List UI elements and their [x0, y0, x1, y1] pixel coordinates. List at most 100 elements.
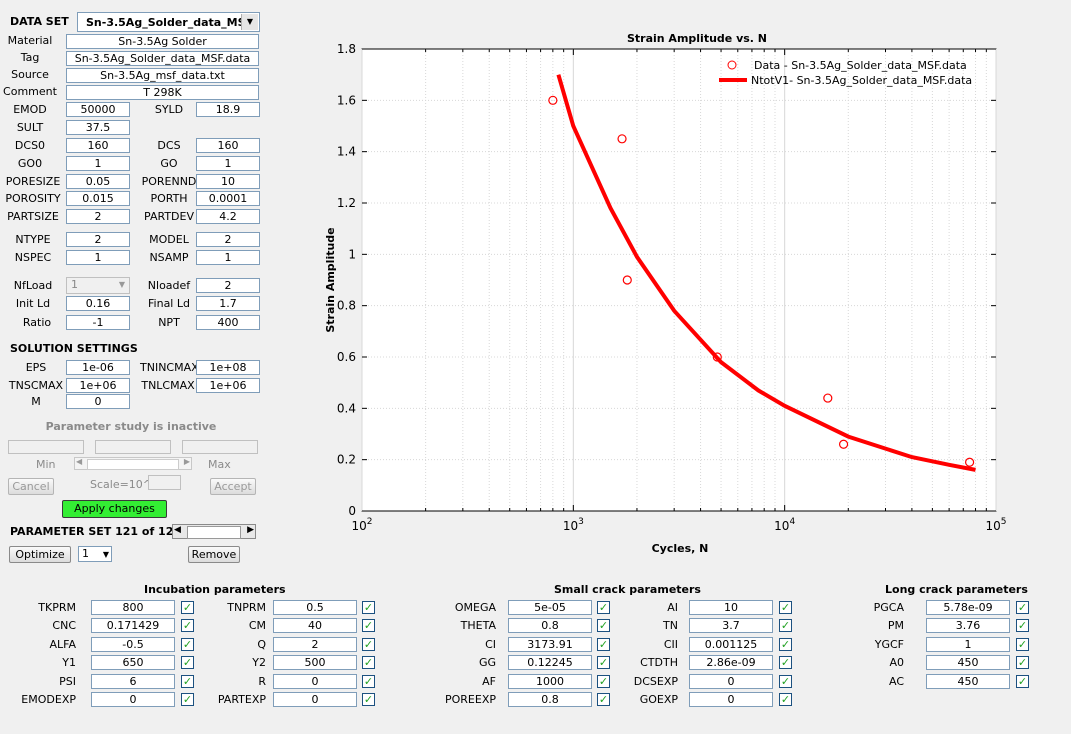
a0-checkbox[interactable]: ✓	[1016, 656, 1029, 670]
param-study-slider[interactable]: ◀ ▶	[74, 457, 192, 470]
dcs0-field[interactable]: 160	[66, 138, 130, 153]
syld-field[interactable]: 18.9	[196, 102, 260, 117]
pm-field[interactable]: 3.76	[926, 618, 1010, 634]
partsize-field[interactable]: 2	[66, 209, 130, 224]
nloadef-field[interactable]: 2	[196, 278, 260, 293]
ctdth-checkbox[interactable]: ✓	[779, 656, 792, 670]
tkprm-field[interactable]: 800	[91, 600, 175, 615]
goexp-checkbox[interactable]: ✓	[779, 693, 792, 706]
poresize-field[interactable]: 0.05	[66, 174, 130, 189]
gg-field[interactable]: 0.12245	[508, 655, 592, 671]
cii-field[interactable]: 0.001125	[689, 636, 773, 652]
porennd-field[interactable]: 10	[196, 174, 260, 189]
sult-field[interactable]: 37.5	[66, 120, 130, 135]
ac-field[interactable]: 450	[926, 673, 1010, 689]
partdev-field[interactable]: 4.2	[196, 209, 260, 224]
parameter-set-select[interactable]: 1 ▼	[78, 546, 112, 562]
model-field[interactable]: 2	[196, 232, 260, 247]
source-field[interactable]: Sn-3.5Ag_msf_data.txt	[66, 68, 259, 83]
tnincmax-field[interactable]: 1e+08	[196, 360, 260, 375]
ac-checkbox[interactable]: ✓	[1016, 674, 1029, 688]
cnc-checkbox[interactable]: ✓	[181, 619, 194, 633]
param-study-field-1[interactable]	[8, 440, 84, 454]
dcsexp-field[interactable]: 0	[689, 673, 773, 689]
porosity-field[interactable]: 0.015	[66, 191, 130, 206]
partexp-field[interactable]: 0	[273, 692, 357, 707]
y2-checkbox[interactable]: ✓	[362, 656, 375, 670]
slider-thumb[interactable]	[87, 459, 179, 470]
tnlcmax-field[interactable]: 1e+06	[196, 378, 260, 393]
partexp-checkbox[interactable]: ✓	[362, 693, 375, 706]
r-field[interactable]: 0	[273, 673, 357, 689]
emodexp-field[interactable]: 0	[91, 692, 175, 707]
q-field[interactable]: 2	[273, 636, 357, 652]
cm-field[interactable]: 40	[273, 618, 357, 634]
arrow-right-icon[interactable]: ▶	[183, 457, 190, 466]
dcsexp-checkbox[interactable]: ✓	[779, 674, 792, 688]
comment-field[interactable]: T 298K	[66, 85, 259, 100]
omega-checkbox[interactable]: ✓	[597, 601, 610, 614]
ygcf-checkbox[interactable]: ✓	[1016, 637, 1029, 651]
emod-field[interactable]: 50000	[66, 102, 130, 117]
nsamp-field[interactable]: 1	[196, 250, 260, 265]
arrow-right-icon[interactable]: ▶	[247, 525, 254, 535]
slider-thumb[interactable]	[187, 526, 241, 539]
poreexp-field[interactable]: 0.8	[508, 692, 592, 707]
eps-field[interactable]: 1e-06	[66, 360, 130, 375]
npt-field[interactable]: 400	[196, 315, 260, 330]
af-checkbox[interactable]: ✓	[597, 674, 610, 688]
theta-field[interactable]: 0.8	[508, 618, 592, 634]
m-field[interactable]: 0	[66, 394, 130, 409]
cm-checkbox[interactable]: ✓	[362, 619, 375, 633]
tkprm-checkbox[interactable]: ✓	[181, 601, 194, 614]
gg-checkbox[interactable]: ✓	[597, 656, 610, 670]
ai-checkbox[interactable]: ✓	[779, 601, 792, 614]
pm-checkbox[interactable]: ✓	[1016, 619, 1029, 633]
theta-checkbox[interactable]: ✓	[597, 619, 610, 633]
arrow-left-icon[interactable]: ◀	[174, 525, 181, 535]
y2-field[interactable]: 500	[273, 655, 357, 671]
ratio-field[interactable]: -1	[66, 315, 130, 330]
parameter-set-slider[interactable]: ◀ ▶	[172, 524, 256, 539]
tag-field[interactable]: Sn-3.5Ag_Solder_data_MSF.data	[66, 51, 259, 66]
tnprm-field[interactable]: 0.5	[273, 600, 357, 615]
remove-button[interactable]: Remove	[188, 546, 240, 563]
ci-checkbox[interactable]: ✓	[597, 637, 610, 651]
ctdth-field[interactable]: 2.86e-09	[689, 655, 773, 671]
material-field[interactable]: Sn-3.5Ag Solder	[66, 34, 259, 49]
omega-field[interactable]: 5e-05	[508, 600, 592, 615]
ntype-field[interactable]: 2	[66, 232, 130, 247]
alfa-field[interactable]: -0.5	[91, 636, 175, 652]
cancel-button[interactable]: Cancel	[8, 478, 54, 495]
ai-field[interactable]: 10	[689, 600, 773, 615]
dcs-field[interactable]: 160	[196, 138, 260, 153]
scale-field[interactable]	[148, 475, 181, 490]
arrow-left-icon[interactable]: ◀	[76, 457, 83, 466]
alfa-checkbox[interactable]: ✓	[181, 637, 194, 651]
go-field[interactable]: 1	[196, 156, 260, 171]
psi-checkbox[interactable]: ✓	[181, 674, 194, 688]
initld-field[interactable]: 0.16	[66, 296, 130, 311]
tn-checkbox[interactable]: ✓	[779, 619, 792, 633]
ci-field[interactable]: 3173.91	[508, 636, 592, 652]
go0-field[interactable]: 1	[66, 156, 130, 171]
param-study-field-3[interactable]	[182, 440, 258, 454]
a0-field[interactable]: 450	[926, 655, 1010, 671]
y1-field[interactable]: 650	[91, 655, 175, 671]
q-checkbox[interactable]: ✓	[362, 637, 375, 651]
cii-checkbox[interactable]: ✓	[779, 637, 792, 651]
ygcf-field[interactable]: 1	[926, 636, 1010, 652]
emodexp-checkbox[interactable]: ✓	[181, 693, 194, 706]
af-field[interactable]: 1000	[508, 673, 592, 689]
poreexp-checkbox[interactable]: ✓	[597, 693, 610, 706]
optimize-button[interactable]: Optimize	[9, 546, 71, 563]
nfload-select[interactable]: 1 ▼	[66, 277, 130, 294]
tnprm-checkbox[interactable]: ✓	[362, 601, 375, 614]
psi-field[interactable]: 6	[91, 673, 175, 689]
param-study-field-2[interactable]	[95, 440, 171, 454]
nspec-field[interactable]: 1	[66, 250, 130, 265]
r-checkbox[interactable]: ✓	[362, 674, 375, 688]
y1-checkbox[interactable]: ✓	[181, 656, 194, 670]
goexp-field[interactable]: 0	[689, 692, 773, 707]
pgca-checkbox[interactable]: ✓	[1016, 601, 1029, 614]
